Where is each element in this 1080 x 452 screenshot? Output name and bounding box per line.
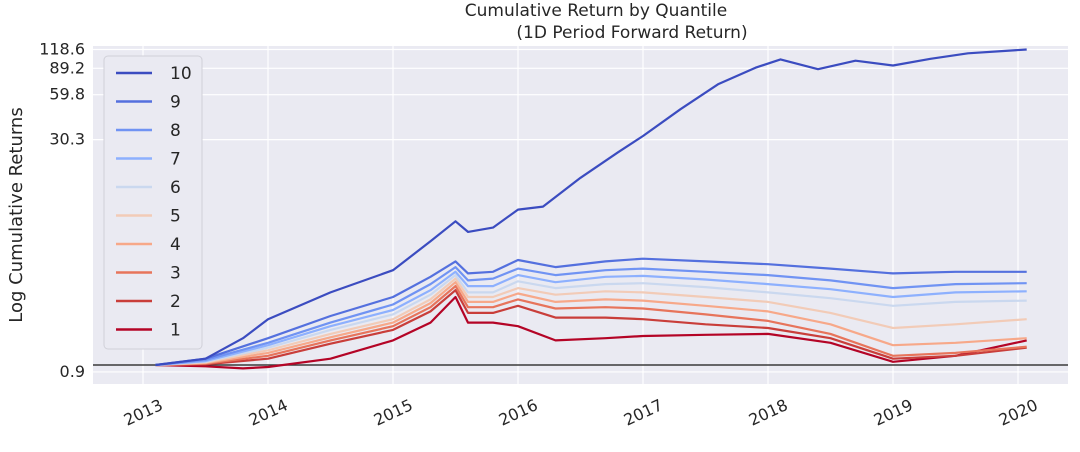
series-line-2: [155, 289, 1027, 367]
legend-box: [103, 55, 203, 350]
legend-label: 6: [170, 178, 181, 198]
legend-label: 5: [170, 207, 181, 227]
x-tick-label: 2015: [371, 395, 416, 429]
chart-title: Cumulative Return by Quantile: [465, 1, 727, 21]
y-axis-label: Log Cumulative Returns: [6, 107, 27, 322]
x-tick-label: 2017: [621, 395, 666, 429]
series-line-4: [155, 281, 1027, 367]
legend-label: 2: [170, 292, 181, 312]
series-line-10: [155, 48, 1027, 367]
y-tick-label: 118.6: [39, 39, 85, 58]
x-tick-label: 2019: [871, 395, 916, 429]
legend: 10 9 8 7 6 5 4 3 2 1: [103, 55, 203, 350]
legend-label: 8: [170, 121, 181, 141]
series-line-5: [155, 277, 1027, 367]
series-line-7: [155, 270, 1027, 367]
series-line-6: [155, 274, 1027, 367]
x-tick-label: 2013: [121, 395, 166, 429]
x-tick-label: 2020: [996, 395, 1041, 429]
y-tick-label: 30.3: [49, 130, 85, 149]
plot-area: [93, 46, 1068, 384]
x-axis-ticks: 2013 2014 2015 2016 2017 2018 2019 2020: [121, 395, 1041, 429]
x-tick-label: 2016: [496, 395, 541, 429]
y-tick-label: 59.8: [49, 85, 85, 104]
y-tick-label: 89.2: [49, 58, 85, 77]
legend-label: 1: [170, 321, 181, 341]
chart-subtitle: (1D Period Forward Return): [516, 23, 747, 43]
legend-label: 4: [170, 235, 181, 255]
series-line-1: [155, 295, 1027, 370]
x-tick-label: 2018: [746, 395, 791, 429]
y-axis-ticks: 118.689.2 59.8 30.3 0.9: [39, 39, 85, 380]
legend-label: 9: [170, 93, 181, 113]
series-line-3: [155, 285, 1027, 367]
legend-label: 7: [170, 150, 181, 170]
series-line-8: [155, 266, 1027, 367]
x-tick-label: 2014: [246, 395, 291, 429]
series-line-9: [155, 257, 1027, 367]
series-lines: [155, 48, 1027, 370]
legend-label: 3: [170, 264, 181, 284]
legend-label: 10: [170, 64, 192, 84]
y-tick-label: 0.9: [60, 362, 85, 381]
